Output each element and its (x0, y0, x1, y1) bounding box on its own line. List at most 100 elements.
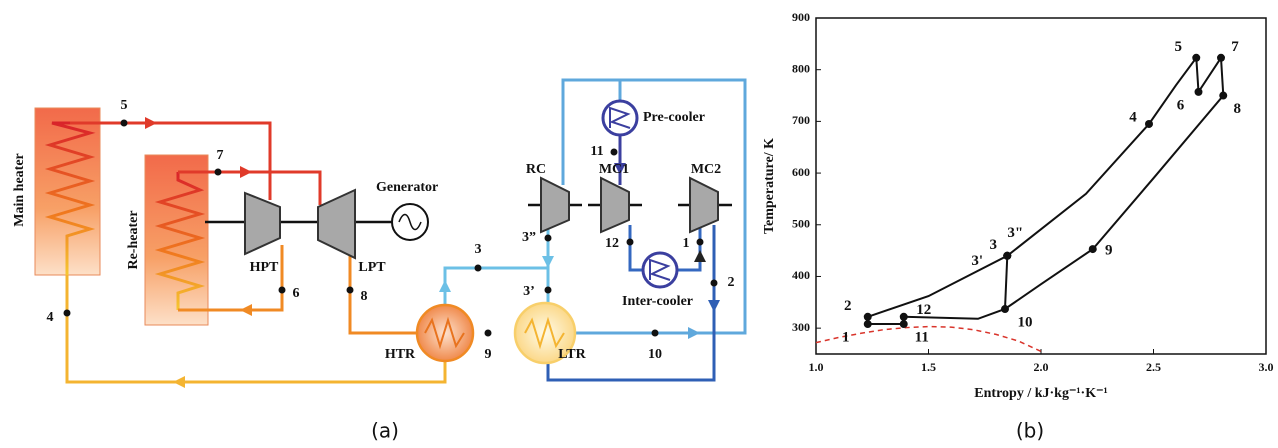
state-dot (121, 120, 128, 127)
line (868, 58, 1224, 324)
label: HTR (385, 347, 416, 362)
label: LTR (558, 347, 586, 362)
state-label: 7 (217, 148, 224, 163)
state-point (1217, 54, 1225, 62)
state-label: 2 (728, 275, 735, 290)
state-dot (545, 235, 552, 242)
state-label: 3’ (523, 284, 535, 299)
state-label: 6 (293, 286, 300, 301)
state-dot (697, 239, 704, 246)
state-point (1145, 120, 1153, 128)
state-dot (215, 169, 222, 176)
cycle-diagram: Main heater Re-heater HPT LPT Generator … (12, 80, 745, 443)
state-label: 1 (683, 236, 690, 251)
y-axis-title: Temperature/ K (762, 138, 777, 234)
ts-chart: 1.0 1.5 2.0 2.5 3.0 300 400 500 600 700 800 900 Entr… (762, 10, 1273, 443)
state-label: 10 (1018, 314, 1033, 330)
state-label: 6 (1177, 97, 1185, 113)
state-point (1192, 54, 1200, 62)
state-point (1195, 88, 1203, 96)
state-point (1219, 92, 1227, 100)
state-point (864, 313, 872, 321)
label: MC1 (599, 162, 629, 177)
figure: Main heater Re-heater HPT LPT Generator … (0, 0, 1278, 448)
arrow (240, 304, 252, 316)
state-label: 4 (1129, 109, 1137, 125)
state-point (1089, 245, 1097, 253)
arrow (439, 280, 451, 292)
label: Generator (376, 180, 438, 195)
arrow (173, 376, 185, 388)
state-label: 3” (522, 230, 536, 245)
state-label: 8 (361, 289, 368, 304)
x-tick-label: 3.0 (1259, 360, 1274, 374)
pipe (67, 275, 445, 382)
state-dot (611, 149, 618, 156)
plot-frame (816, 18, 1266, 354)
y-tick-label: 600 (792, 165, 810, 179)
label: HPT (250, 260, 279, 275)
x-tick-label: 2.0 (1034, 360, 1049, 374)
state-point (900, 313, 908, 321)
y-tick-label: 700 (792, 113, 810, 127)
state-dot (475, 265, 482, 272)
state-label: 11 (915, 329, 929, 345)
state-label: 3' (971, 253, 983, 269)
state-label: 11 (590, 144, 603, 159)
state-label: 9 (485, 347, 492, 362)
state-label: 7 (1231, 39, 1239, 55)
state-label: 10 (648, 347, 662, 362)
label: MC2 (691, 162, 721, 177)
y-tick-label: 500 (792, 217, 810, 231)
state-point (1001, 305, 1009, 313)
state-point (900, 320, 908, 328)
mc1 (601, 178, 629, 232)
x-tick-label: 2.5 (1146, 360, 1161, 374)
hpt (245, 193, 280, 254)
state-label: 4 (47, 310, 54, 325)
y-tick-label: 900 (792, 10, 810, 24)
label: Pre-cooler (643, 110, 705, 125)
state-label: 9 (1105, 243, 1113, 259)
state-label: 12 (605, 236, 619, 251)
label: LPT (358, 260, 386, 275)
lpt (318, 190, 355, 258)
x-tick-label: 1.0 (809, 360, 824, 374)
x-tick-label: 1.5 (921, 360, 936, 374)
x-axis-title: Entropy / kJ·kg⁻¹·K⁻¹ (974, 386, 1107, 401)
arrow (708, 300, 720, 312)
state-label: 3" (1007, 225, 1023, 241)
arrow (694, 250, 706, 262)
arrow (542, 256, 554, 268)
state-dot (485, 330, 492, 337)
state-dot (279, 287, 286, 294)
caption: (a) (371, 419, 399, 443)
state-dot (627, 239, 634, 246)
state-label: 5 (1175, 39, 1183, 55)
arrow (145, 117, 157, 129)
state-label: 8 (1234, 101, 1242, 117)
arrow (688, 327, 700, 339)
arrow (240, 166, 252, 178)
y-tick-label: 300 (792, 320, 810, 334)
state-dot (711, 280, 718, 287)
label: Inter-cooler (622, 294, 693, 309)
state-label: 1 (842, 329, 850, 345)
label: RC (526, 162, 546, 177)
state-label: 5 (121, 98, 128, 113)
state-dot (545, 287, 552, 294)
state-dot (64, 310, 71, 317)
state-label: 3 (475, 242, 482, 257)
state-label: 3 (990, 237, 998, 253)
state-dot (652, 330, 659, 337)
mc2 (690, 178, 718, 232)
y-tick-label: 400 (792, 268, 810, 282)
label: Main heater (12, 153, 27, 226)
state-point (1003, 252, 1011, 260)
state-point (864, 320, 872, 328)
state-label: 2 (844, 298, 852, 314)
state-label: 12 (916, 302, 931, 318)
y-tick-label: 800 (792, 61, 810, 75)
state-dot (347, 287, 354, 294)
label: Re-heater (126, 210, 141, 269)
